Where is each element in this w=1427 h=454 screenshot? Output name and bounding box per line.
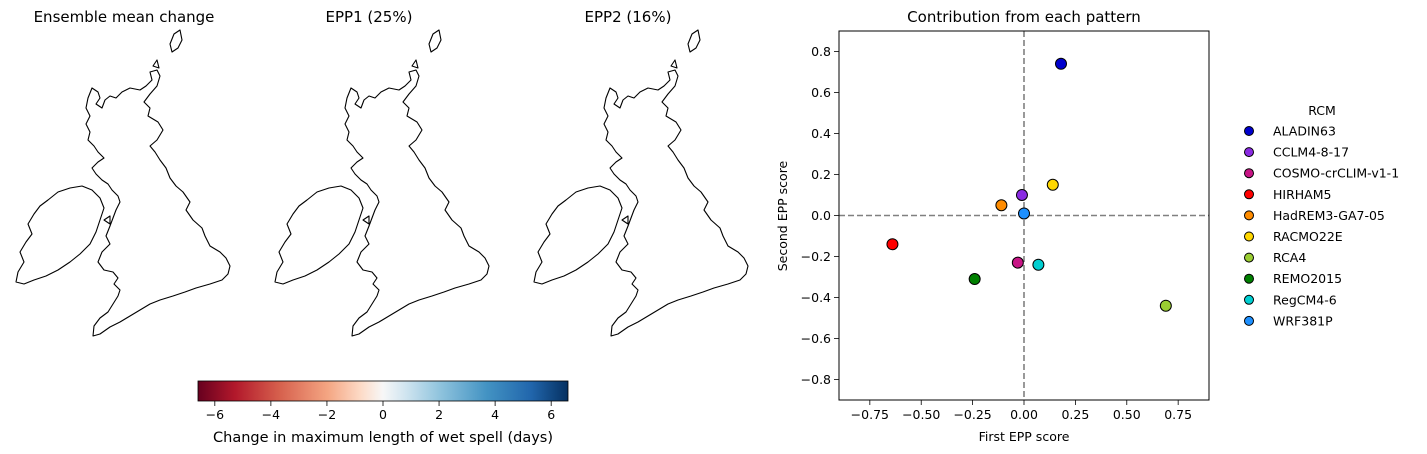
colorbar-tick-label: 0 (379, 407, 387, 422)
scatter-point-hirham5 (886, 238, 899, 251)
map-panel-epp2: EPP2 (16%) (533, 8, 749, 337)
legend-label: HadREM3-GA7-05 (1273, 208, 1385, 223)
legend-marker (1244, 147, 1254, 158)
scatter-point-aladin63 (1055, 57, 1067, 70)
legend-item: RACMO22E (1244, 229, 1343, 244)
legend-item: CCLM4-8-17 (1244, 145, 1349, 160)
scatter-point-rca4 (1159, 299, 1172, 312)
y-tick-label: 0.6 (811, 85, 831, 100)
y-tick-label: 0.8 (811, 44, 831, 59)
legend-label: COSMO-crCLIM-v1-1 (1273, 166, 1399, 181)
legend-item: REMO2015 (1244, 271, 1342, 286)
y-tick-label: −0.8 (801, 372, 831, 387)
scatter-point-regcm4-6 (1032, 258, 1045, 271)
scatter-point-cclm4-8-17 (1015, 189, 1028, 201)
x-axis-label: First EPP score (979, 429, 1070, 444)
y-tick-label: −0.6 (801, 331, 831, 346)
legend-item: HIRHAM5 (1244, 187, 1331, 202)
legend-label: RegCM4-6 (1273, 292, 1337, 307)
colorbar: −6 −4 −2 0 2 4 6 Change in maximum length of w… (197, 380, 569, 446)
map-title: EPP1 (25%) (326, 8, 413, 26)
legend-label: REMO2015 (1273, 271, 1342, 286)
legend-item: RegCM4-6 (1244, 292, 1337, 307)
x-tick-label: 0.50 (1113, 407, 1141, 422)
scatter-point-wrf381p (1018, 207, 1030, 220)
x-tick-label: 0.75 (1164, 407, 1192, 422)
scatter-point-hadrem3-ga7-05 (995, 199, 1008, 212)
colorbar-tick-label: −6 (206, 407, 224, 422)
legend-marker (1244, 252, 1254, 263)
scatter-panel: Contribution from each pattern −0.75 −0.5… (775, 8, 1210, 444)
scatter-point-cosmo-crclim-v1-1 (1011, 256, 1024, 269)
scatter-title: Contribution from each pattern (907, 8, 1141, 26)
legend: RCM ALADIN63 CCLM4-8-17 COSMO-crCLIM-v1-1 H… (1244, 103, 1399, 328)
uk-map-epp1 (274, 29, 490, 337)
map-panel-epp1: EPP1 (25%) (274, 8, 490, 337)
map-panel-ensemble-mean: Ensemble mean change (15, 8, 231, 337)
map-title: EPP2 (16%) (585, 8, 672, 26)
scatter-points (886, 57, 1172, 312)
colorbar-tick-label: −2 (318, 407, 336, 422)
legend-item: HadREM3-GA7-05 (1244, 208, 1385, 223)
colorbar-tick-label: 4 (491, 407, 499, 422)
y-tick-label: 0.2 (811, 167, 831, 182)
x-tick-label: −0.25 (953, 407, 991, 422)
colorbar-gradient (197, 380, 569, 402)
y-tick-label: 0.4 (811, 126, 831, 141)
y-axis-ticks: −0.8 −0.6 −0.4 −0.2 0.0 0.2 0.4 0.6 0.8 (801, 44, 839, 387)
uk-map-ensemble-mean (15, 29, 231, 337)
legend-label: HIRHAM5 (1273, 187, 1331, 202)
x-tick-label: 0.00 (1010, 407, 1038, 422)
map-title: Ensemble mean change (34, 8, 215, 26)
legend-marker (1244, 294, 1254, 305)
legend-marker (1244, 273, 1254, 284)
y-axis-label: Second EPP score (775, 160, 790, 271)
legend-item: WRF381P (1244, 313, 1333, 328)
legend-label: ALADIN63 (1273, 124, 1336, 139)
uk-map-epp2 (533, 29, 749, 337)
scatter-point-racmo22e (1046, 178, 1059, 191)
colorbar-tick-label: −4 (262, 407, 280, 422)
legend-item: RCA4 (1244, 250, 1306, 265)
legend-marker (1244, 210, 1254, 221)
colorbar-ticks: −6 −4 −2 0 2 4 6 (206, 401, 555, 422)
legend-label: CCLM4-8-17 (1273, 145, 1349, 160)
scatter-point-remo2015 (968, 273, 981, 286)
legend-marker (1244, 168, 1254, 179)
legend-label: WRF381P (1273, 313, 1333, 328)
x-tick-label: −0.50 (902, 407, 940, 422)
colorbar-tick-label: 2 (435, 407, 443, 422)
legend-marker (1244, 315, 1254, 326)
legend-marker (1244, 189, 1254, 200)
y-tick-label: −0.2 (801, 249, 831, 264)
colorbar-label: Change in maximum length of wet spell (d… (213, 430, 553, 446)
colorbar-tick-label: 6 (547, 407, 555, 422)
x-axis-ticks: −0.75 −0.50 −0.25 0.00 0.25 0.50 0.75 (851, 400, 1192, 422)
legend-label: RACMO22E (1273, 229, 1343, 244)
legend-marker (1244, 126, 1254, 136)
legend-title: RCM (1308, 103, 1336, 118)
x-tick-label: 0.25 (1061, 407, 1089, 422)
legend-items: ALADIN63 CCLM4-8-17 COSMO-crCLIM-v1-1 HIRHA… (1244, 124, 1399, 328)
legend-marker (1244, 231, 1254, 242)
x-tick-label: −0.75 (851, 407, 889, 422)
legend-item: COSMO-crCLIM-v1-1 (1244, 166, 1399, 181)
y-tick-label: 0.0 (811, 208, 831, 223)
legend-label: RCA4 (1273, 250, 1306, 265)
legend-item: ALADIN63 (1244, 124, 1336, 139)
y-tick-label: −0.4 (801, 290, 831, 305)
